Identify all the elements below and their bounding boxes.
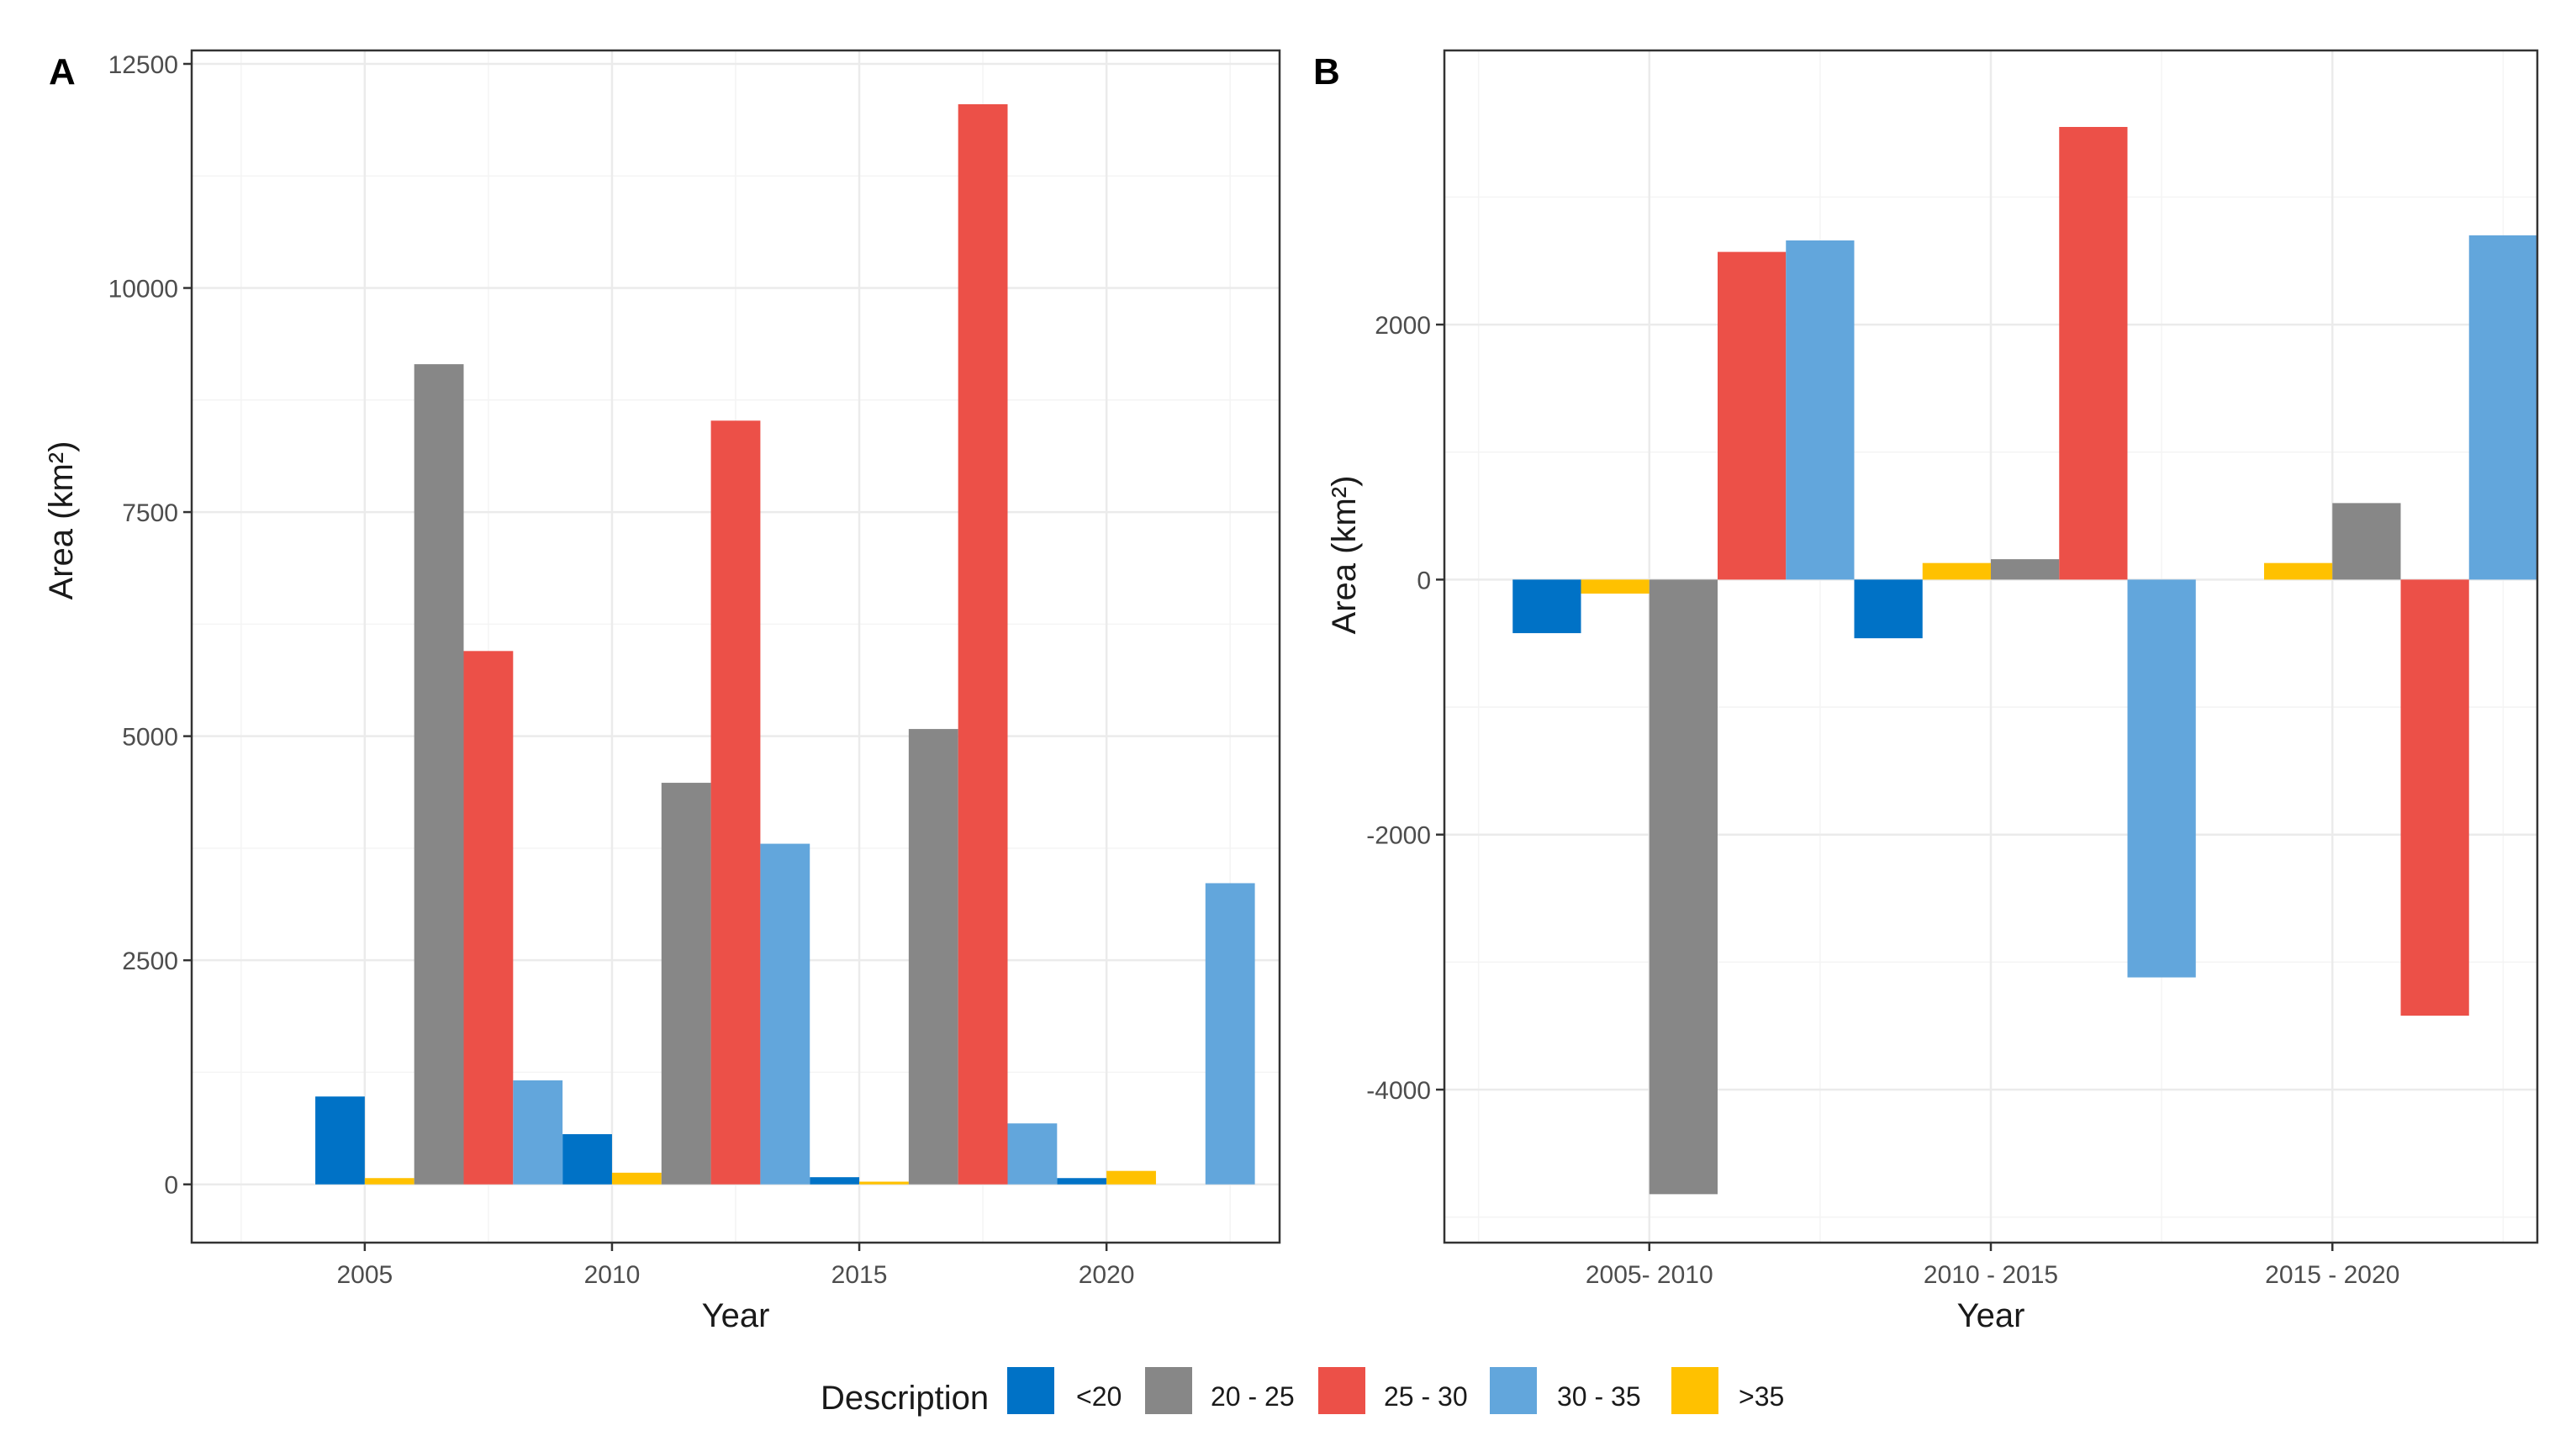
y-ticks-a: 0 2500 5000 7500 10000 12500 — [108, 51, 192, 1200]
bar-b-lt20-2005-2010 — [1512, 579, 1581, 634]
x-tick-label-a: 2010 — [584, 1261, 641, 1289]
x-tick-label-a: 2005 — [336, 1261, 393, 1289]
bar-b-25-30-2015-2020 — [2400, 579, 2469, 1016]
x-ticks-a: 2005 2010 2015 2020 — [336, 1243, 1135, 1289]
bar-a-gt35-2005 — [364, 1178, 414, 1185]
y-tick-label-b: 2000 — [1375, 312, 1431, 340]
y-tick-label-a: 10000 — [108, 276, 178, 304]
y-tick-label-b: 0 — [1417, 567, 1431, 594]
y-tick-label-a: 2500 — [122, 948, 178, 975]
bar-a-20-25-2010 — [661, 783, 711, 1185]
bar-a-25-30-2010 — [710, 420, 761, 1185]
x-tick-label-b: 2010 - 2015 — [1924, 1261, 2058, 1289]
x-axis-title-b: Year — [1957, 1297, 2025, 1334]
y-ticks-b: -4000 -2000 0 2000 — [1366, 312, 1444, 1105]
bar-a-20-25-2015 — [908, 729, 958, 1185]
bar-b-30-35-2010-2015 — [2127, 579, 2196, 978]
x-axis-title-a: Year — [702, 1297, 770, 1334]
legend-label-20-25: 20 - 25 — [1211, 1381, 1295, 1412]
bar-b-20-25-2005-2010 — [1649, 579, 1718, 1195]
bar-b-30-35-2015-2020 — [2468, 235, 2537, 580]
bar-b-20-25-2010-2015 — [1991, 559, 2060, 580]
panel-a: 0 2500 5000 7500 10000 12500 2005 2010 2015 2020… — [43, 49, 1281, 1334]
plot-frame-a — [190, 49, 1281, 1244]
bar-b-gt35-2010-2015 — [1922, 562, 1991, 580]
bars-a — [315, 103, 1255, 1185]
bar-a-lt20-2010 — [562, 1133, 612, 1185]
panel-b: -4000 -2000 0 2000 2005- 2010 2010 - 2015 201… — [1313, 49, 2539, 1334]
x-tick-label-a: 2015 — [831, 1261, 888, 1289]
legend-label-30-35: 30 - 35 — [1557, 1381, 1641, 1412]
legend-swatch-lt20 — [1007, 1367, 1054, 1414]
bar-b-25-30-2005-2010 — [1718, 251, 1787, 580]
bar-a-25-30-2015 — [958, 103, 1008, 1185]
bar-a-lt20-2015 — [810, 1177, 860, 1185]
legend-swatch-30-35 — [1490, 1367, 1537, 1414]
legend-swatch-25-30 — [1318, 1367, 1365, 1414]
legend-label-lt20: <20 — [1076, 1381, 1122, 1412]
bar-b-25-30-2010-2015 — [2059, 126, 2128, 580]
y-tick-label-b: -4000 — [1366, 1077, 1431, 1105]
bar-b-20-25-2015-2020 — [2332, 503, 2401, 580]
bar-a-lt20-2005 — [315, 1096, 365, 1185]
bar-a-gt35-2020 — [1106, 1170, 1156, 1185]
bar-b-gt35-2015-2020 — [2264, 562, 2333, 580]
legend-label-gt35: >35 — [1739, 1381, 1784, 1412]
y-axis-title-a: Area (km²) — [43, 441, 80, 600]
y-tick-label-a: 5000 — [122, 724, 178, 752]
bar-b-lt20-2010-2015 — [1854, 579, 1923, 639]
bar-b-30-35-2005-2010 — [1786, 240, 1855, 580]
legend-swatch-20-25 — [1145, 1367, 1192, 1414]
bar-a-30-35-2015 — [1007, 1123, 1058, 1185]
x-tick-label-a: 2020 — [1079, 1261, 1135, 1289]
y-tick-label-b: -2000 — [1366, 822, 1431, 850]
bar-a-lt20-2020 — [1057, 1178, 1107, 1185]
y-tick-label-a: 7500 — [122, 499, 178, 527]
bar-a-20-25-2005 — [414, 364, 464, 1185]
legend-swatch-gt35 — [1671, 1367, 1718, 1414]
bar-a-gt35-2015 — [859, 1181, 909, 1185]
bar-a-30-35-2020 — [1205, 883, 1255, 1185]
bar-a-30-35-2010 — [760, 843, 810, 1185]
panel-tag-a: A — [49, 51, 76, 92]
panel-tag-b: B — [1313, 51, 1340, 92]
bars-b — [1512, 126, 2537, 1195]
bar-a-25-30-2005 — [463, 651, 514, 1185]
y-tick-label-a: 0 — [164, 1172, 178, 1200]
y-tick-label-a: 12500 — [108, 51, 178, 79]
bar-b-gt35-2005-2010 — [1581, 579, 1650, 594]
bar-a-gt35-2010 — [611, 1172, 662, 1185]
legend: Description <20 20 - 25 25 - 30 30 - 35 … — [821, 1367, 1784, 1417]
y-axis-title-b: Area (km²) — [1326, 476, 1363, 635]
x-ticks-b: 2005- 2010 2010 - 2015 2015 - 2020 — [1586, 1243, 2399, 1289]
x-tick-label-b: 2005- 2010 — [1586, 1261, 1713, 1289]
bar-a-30-35-2005 — [513, 1080, 563, 1185]
legend-title: Description — [821, 1380, 989, 1417]
x-tick-label-b: 2015 - 2020 — [2265, 1261, 2399, 1289]
legend-label-25-30: 25 - 30 — [1384, 1381, 1468, 1412]
